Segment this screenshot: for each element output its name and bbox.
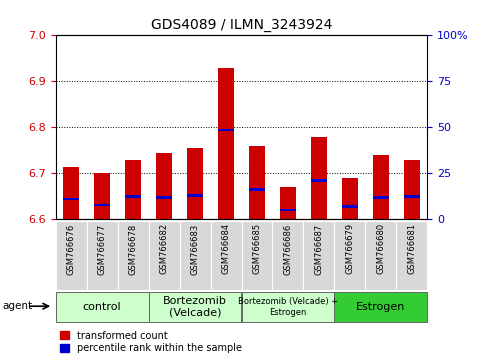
Bar [86, 221, 117, 290]
Bar [211, 221, 242, 290]
Bar [63, 166, 79, 219]
Bar [125, 195, 141, 198]
Text: control: control [83, 302, 121, 312]
Bar [156, 153, 172, 219]
Bar [342, 178, 358, 219]
Bar [249, 188, 265, 191]
Bar [334, 292, 427, 322]
Bar [366, 221, 397, 290]
Bar [94, 173, 110, 219]
Bar [303, 221, 334, 290]
Bar [63, 198, 79, 200]
Bar [156, 196, 172, 199]
Text: GSM766681: GSM766681 [408, 223, 416, 274]
Bar [404, 160, 420, 219]
Bar [397, 221, 427, 290]
Bar [149, 292, 242, 322]
Text: GSM766686: GSM766686 [284, 223, 293, 275]
Bar [249, 146, 265, 219]
Bar [373, 155, 389, 219]
Text: GSM766679: GSM766679 [345, 223, 355, 274]
Bar [218, 68, 234, 219]
Bar [242, 292, 334, 322]
Text: GSM766680: GSM766680 [376, 223, 385, 274]
Text: Estrogen: Estrogen [356, 302, 406, 312]
Text: Bortezomib (Velcade) +
Estrogen: Bortezomib (Velcade) + Estrogen [238, 297, 338, 317]
Text: GSM766683: GSM766683 [190, 223, 199, 275]
Bar [242, 221, 272, 290]
Text: GSM766685: GSM766685 [253, 223, 261, 274]
Bar [56, 292, 149, 322]
Bar [187, 194, 203, 197]
Text: Bortezomib
(Velcade): Bortezomib (Velcade) [163, 296, 227, 318]
Bar [311, 137, 327, 219]
Bar [311, 179, 327, 182]
Bar [280, 209, 296, 211]
Bar [56, 221, 86, 290]
Bar [180, 221, 211, 290]
Text: GSM766676: GSM766676 [67, 223, 75, 275]
Bar [334, 221, 366, 290]
Bar [272, 221, 303, 290]
Bar [342, 205, 358, 208]
Bar [125, 160, 141, 219]
Bar [94, 204, 110, 206]
Text: agent: agent [2, 301, 32, 311]
Bar [404, 195, 420, 198]
Bar [373, 196, 389, 199]
Text: GSM766687: GSM766687 [314, 223, 324, 275]
Bar [149, 221, 180, 290]
Text: GSM766677: GSM766677 [98, 223, 107, 275]
Text: GSM766682: GSM766682 [159, 223, 169, 274]
Text: GSM766684: GSM766684 [222, 223, 230, 274]
Bar [187, 148, 203, 219]
Bar [218, 129, 234, 131]
Bar [117, 221, 149, 290]
Bar [280, 187, 296, 219]
Text: GSM766678: GSM766678 [128, 223, 138, 275]
Legend: transformed count, percentile rank within the sample: transformed count, percentile rank withi… [60, 331, 242, 353]
Title: GDS4089 / ILMN_3243924: GDS4089 / ILMN_3243924 [151, 18, 332, 32]
